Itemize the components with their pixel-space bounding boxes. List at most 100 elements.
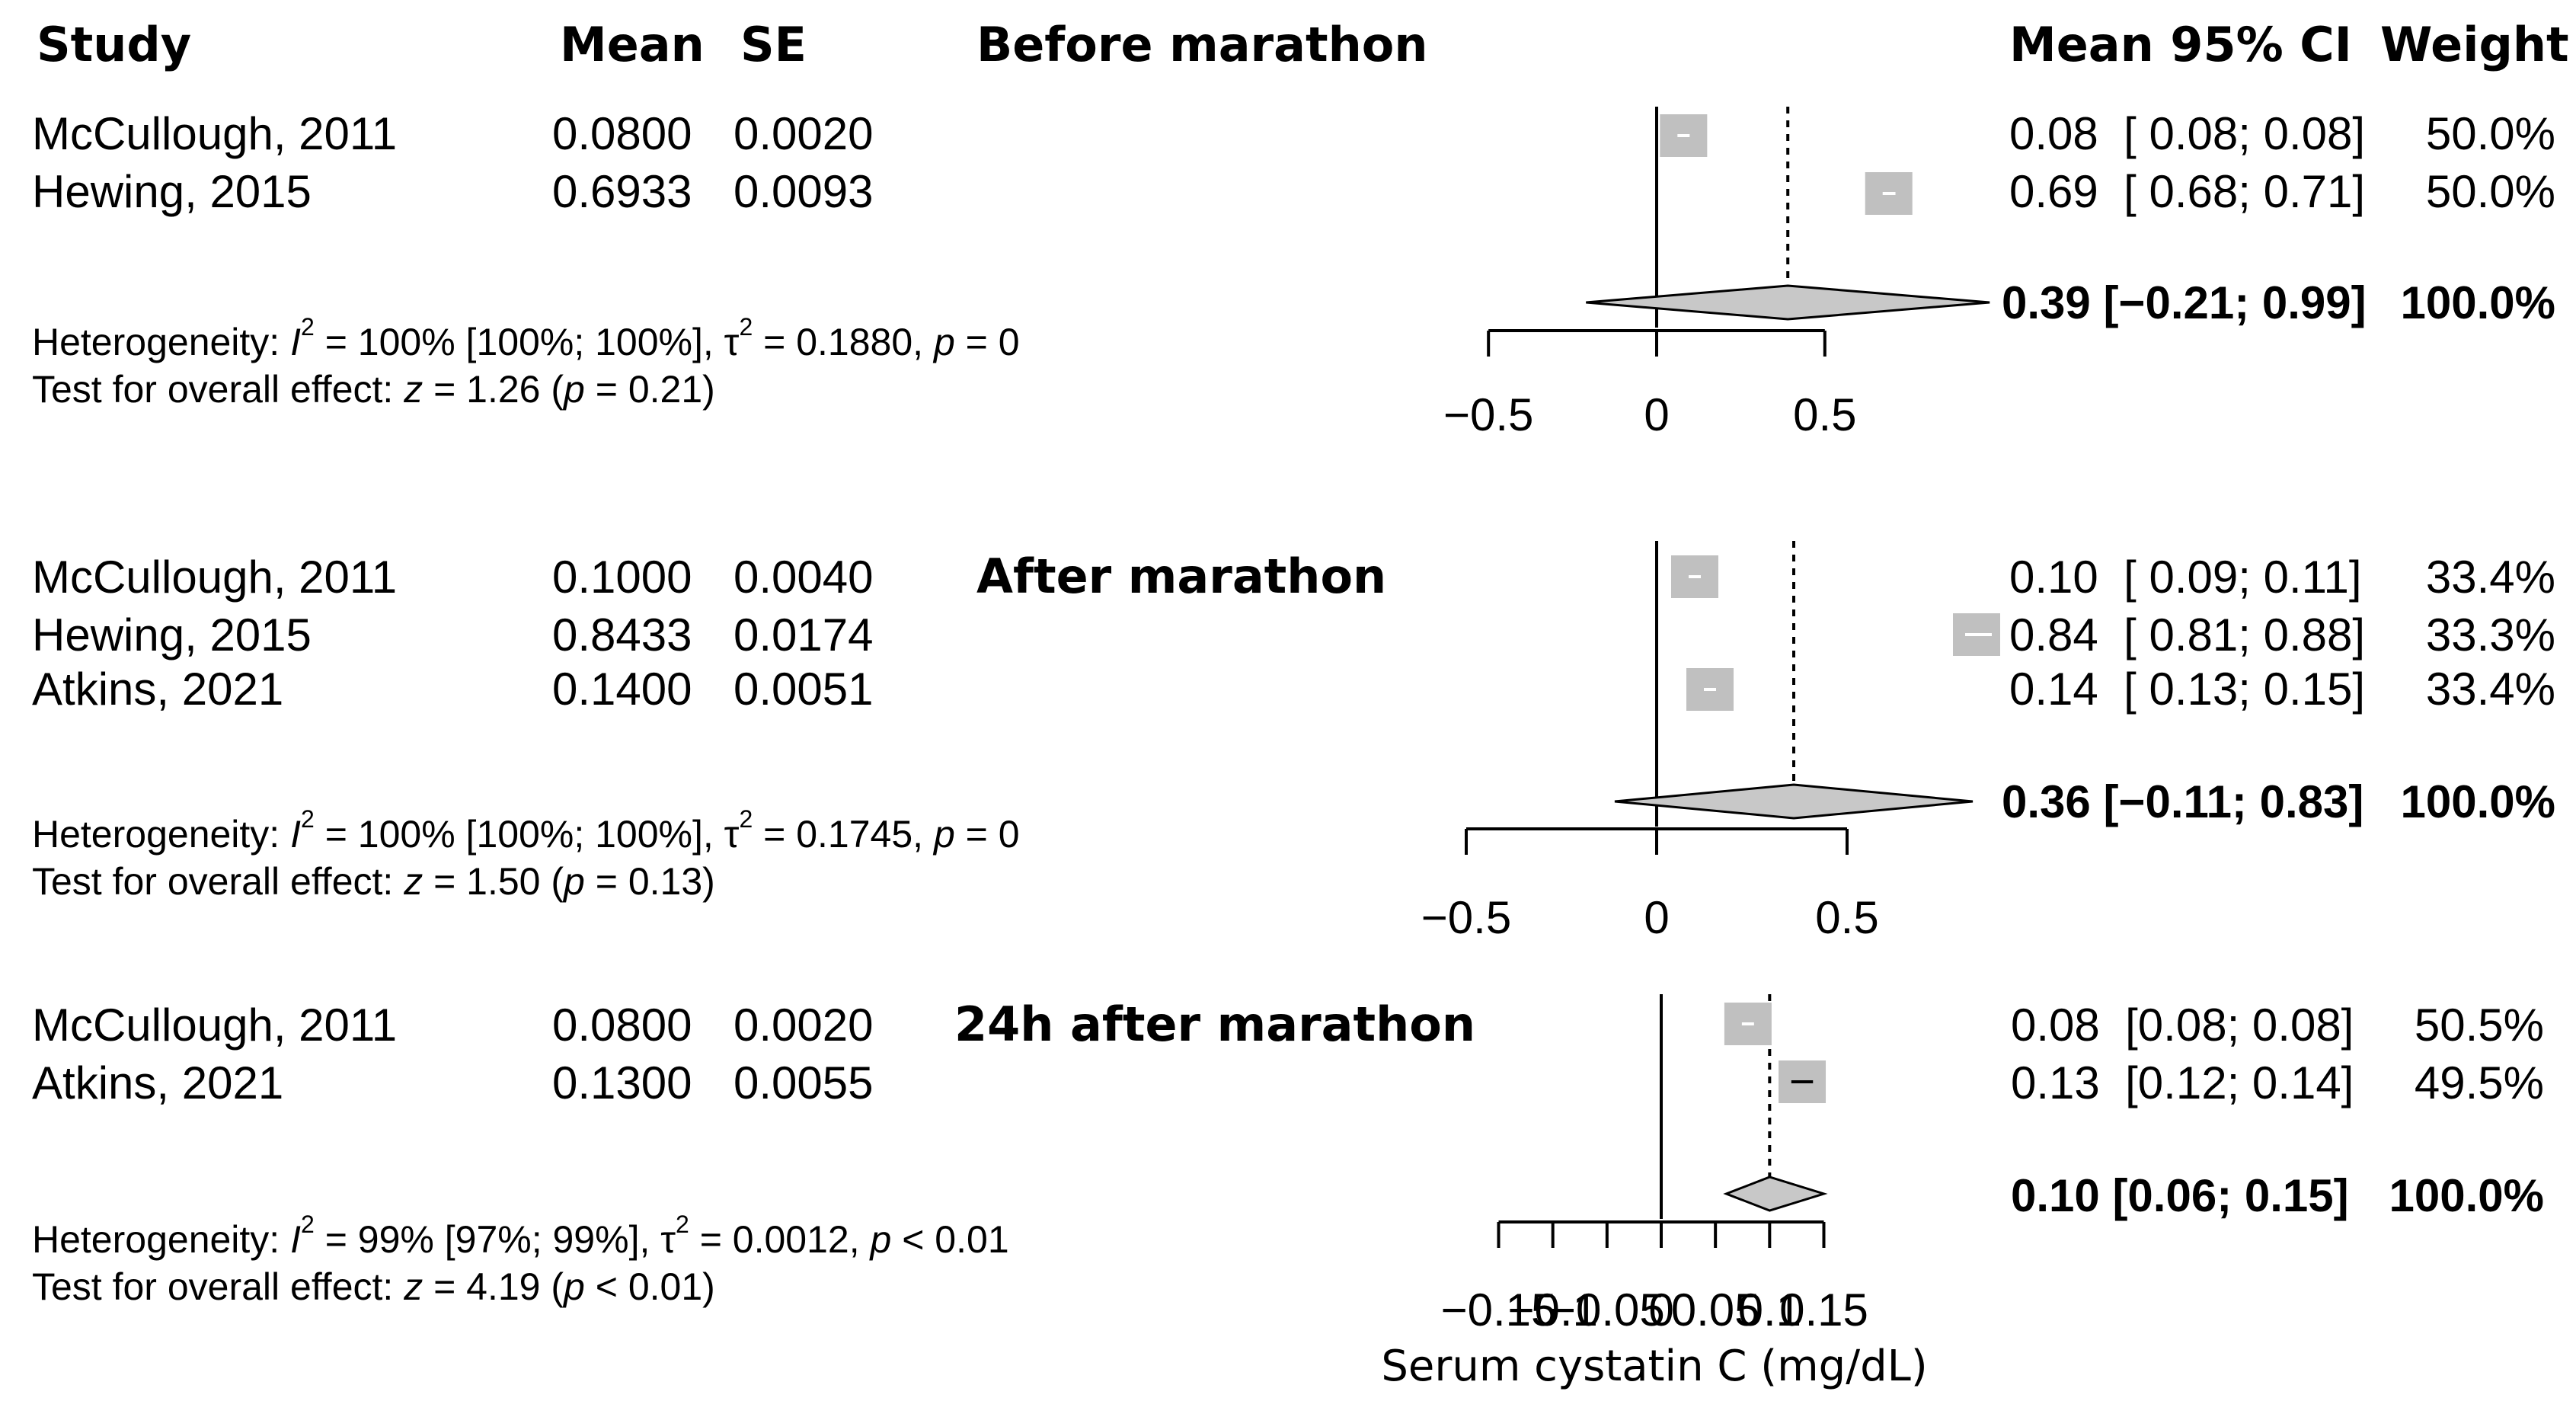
p2-overall-z-symbol: z (403, 860, 423, 903)
p2-het-p-symbol: p (932, 813, 955, 856)
p3-overall-p-symbol: p (562, 1265, 585, 1308)
p2-overall-prefix: Test for overall effect: (32, 860, 404, 903)
pooled-diamond (1586, 284, 1990, 321)
p3-heterogeneity: Heterogeneity: I2 = 99% [97%; 99%], τ2 =… (32, 1211, 1009, 1261)
pooled-diamond (1723, 1176, 1828, 1212)
p2-study-1-weight: 33.4% (2426, 552, 2555, 603)
p1-overall-z-symbol: z (403, 368, 423, 411)
p3-study-1-name: McCullough, 2011 (32, 1000, 397, 1051)
p3-overall-z: = 4.19 ( (423, 1265, 564, 1308)
panel-title-after: After marathon (976, 549, 1386, 604)
p2-pooled-weight: 100.0% (2401, 776, 2556, 827)
p2-het-i-symbol: I (290, 813, 301, 856)
p1-overall-z: = 1.26 ( (423, 368, 564, 411)
p1-study-2-weight: 50.0% (2426, 166, 2555, 217)
p2-study-2-se: 0.0174 (733, 609, 874, 661)
forest-panel-after: −0.5 0 0.5 (1421, 541, 2000, 943)
p3-het-tau-sup: 2 (676, 1211, 689, 1238)
x-axis-label: Serum cystatin C (mg/dL) (1381, 1342, 1927, 1391)
p3-het-p: < 0.01 (891, 1218, 1008, 1261)
p2-overall-z: = 1.50 ( (423, 860, 564, 903)
p1-overall-effect: Test for overall effect: z = 1.26 (p = 0… (32, 368, 715, 411)
x-tick-label: 0.15 (1779, 1284, 1868, 1335)
p2-overall-effect: Test for overall effect: z = 1.50 (p = 0… (32, 860, 715, 903)
p3-study-2-mean: 0.1300 (552, 1057, 692, 1108)
p3-overall-p: < 0.01) (585, 1265, 715, 1308)
x-tick-label: 0 (1648, 1284, 1673, 1335)
p1-het-i2: = 100% [100%; 100%], (315, 321, 724, 363)
p1-het-tau-sup: 2 (739, 313, 753, 341)
header-mean: Mean (560, 17, 705, 72)
panel-title-before: Before marathon (976, 17, 1427, 72)
x-tick-label: 0 (1644, 892, 1669, 943)
p1-het-i-sup: 2 (301, 313, 315, 341)
p3-het-i-symbol: I (290, 1218, 301, 1261)
x-tick-label: −0.15 (1441, 1284, 1557, 1335)
p2-study-2-ci: 0.84 [ 0.81; 0.88] (2009, 609, 2365, 661)
p2-heterogeneity: Heterogeneity: I2 = 100% [100%; 100%], τ… (32, 805, 1020, 856)
p1-het-i-symbol: I (290, 321, 301, 363)
p1-het-prefix: Heterogeneity: (32, 321, 290, 363)
p1-het-tau2: = 0.1880, (753, 321, 934, 363)
p2-het-prefix: Heterogeneity: (32, 813, 290, 856)
p3-overall-effect: Test for overall effect: z = 4.19 (p < 0… (32, 1265, 715, 1308)
p3-pooled-ci: 0.10 [0.06; 0.15] (2011, 1170, 2349, 1221)
p2-study-3-se: 0.0051 (733, 664, 874, 715)
p3-overall-z-symbol: z (403, 1265, 423, 1308)
p1-study-2-se: 0.0093 (733, 166, 874, 217)
p3-study-2-ci: 0.13 [0.12; 0.14] (2011, 1057, 2354, 1108)
x-tick-label: −0.5 (1443, 389, 1533, 440)
p2-study-3-ci: 0.14 [ 0.13; 0.15] (2009, 664, 2365, 715)
x-tick-label: 0.5 (1815, 892, 1878, 943)
p1-study-1-se: 0.0020 (733, 108, 874, 159)
p3-overall-prefix: Test for overall effect: (32, 1265, 404, 1308)
p1-study-1-name: McCullough, 2011 (32, 108, 397, 159)
x-tick-label: −0.5 (1421, 892, 1511, 943)
p2-study-2-mean: 0.8433 (552, 609, 692, 661)
p3-study-2-weight: 49.5% (2415, 1057, 2544, 1108)
p3-het-i-sup: 2 (301, 1211, 315, 1238)
panel-title-24h: 24h after marathon (954, 996, 1475, 1052)
p1-study-2-mean: 0.6933 (552, 166, 692, 217)
pooled-diamond (1614, 783, 1974, 820)
p1-het-p: = 0 (955, 321, 1020, 363)
p3-het-tau-symbol: τ (660, 1218, 676, 1261)
p2-study-3-mean: 0.1400 (552, 664, 692, 715)
header-study: Study (37, 17, 191, 72)
x-tick-label: −0.1 (1507, 1284, 1597, 1335)
p1-heterogeneity: Heterogeneity: I2 = 100% [100%; 100%], τ… (32, 313, 1020, 363)
p3-study-2-name: Atkins, 2021 (32, 1057, 283, 1108)
p1-study-1-weight: 50.0% (2426, 108, 2555, 159)
p2-study-1-ci: 0.10 [ 0.09; 0.11] (2009, 552, 2362, 603)
header-weight: Weight (2380, 17, 2569, 72)
p1-study-1-ci: 0.08 [ 0.08; 0.08] (2009, 108, 2365, 159)
p1-pooled-ci: 0.39 [−0.21; 0.99] (2002, 277, 2367, 328)
p2-study-2-weight: 33.3% (2426, 609, 2555, 661)
p2-overall-p: = 0.13) (585, 860, 715, 903)
p2-het-tau2: = 0.1745, (753, 813, 934, 856)
p2-overall-p-symbol: p (562, 860, 585, 903)
p2-het-p: = 0 (955, 813, 1020, 856)
p2-het-tau-symbol: τ (724, 813, 740, 856)
p2-study-1-se: 0.0040 (733, 552, 874, 603)
p2-het-i2: = 100% [100%; 100%], (315, 813, 724, 856)
p2-het-tau-sup: 2 (739, 805, 753, 833)
p2-study-2-name: Hewing, 2015 (32, 609, 312, 661)
p1-het-tau-symbol: τ (724, 321, 740, 363)
p2-het-i-sup: 2 (301, 805, 315, 833)
p3-het-tau2: = 0.0012, (689, 1218, 871, 1261)
header-se: SE (740, 17, 807, 72)
p3-study-1-se: 0.0020 (733, 1000, 874, 1051)
x-tick-label: 0.5 (1793, 389, 1856, 440)
p3-study-2-se: 0.0055 (733, 1057, 874, 1108)
p3-study-1-mean: 0.0800 (552, 1000, 692, 1051)
p1-overall-p: = 0.21) (585, 368, 715, 411)
x-tick-label: 0 (1644, 389, 1669, 440)
p3-het-p-symbol: p (869, 1218, 892, 1261)
forest-panel-before: −0.5 0 0.5 (1443, 107, 1990, 440)
p2-study-3-weight: 33.4% (2426, 664, 2555, 715)
x-tick-label: −0.05 (1549, 1284, 1665, 1335)
